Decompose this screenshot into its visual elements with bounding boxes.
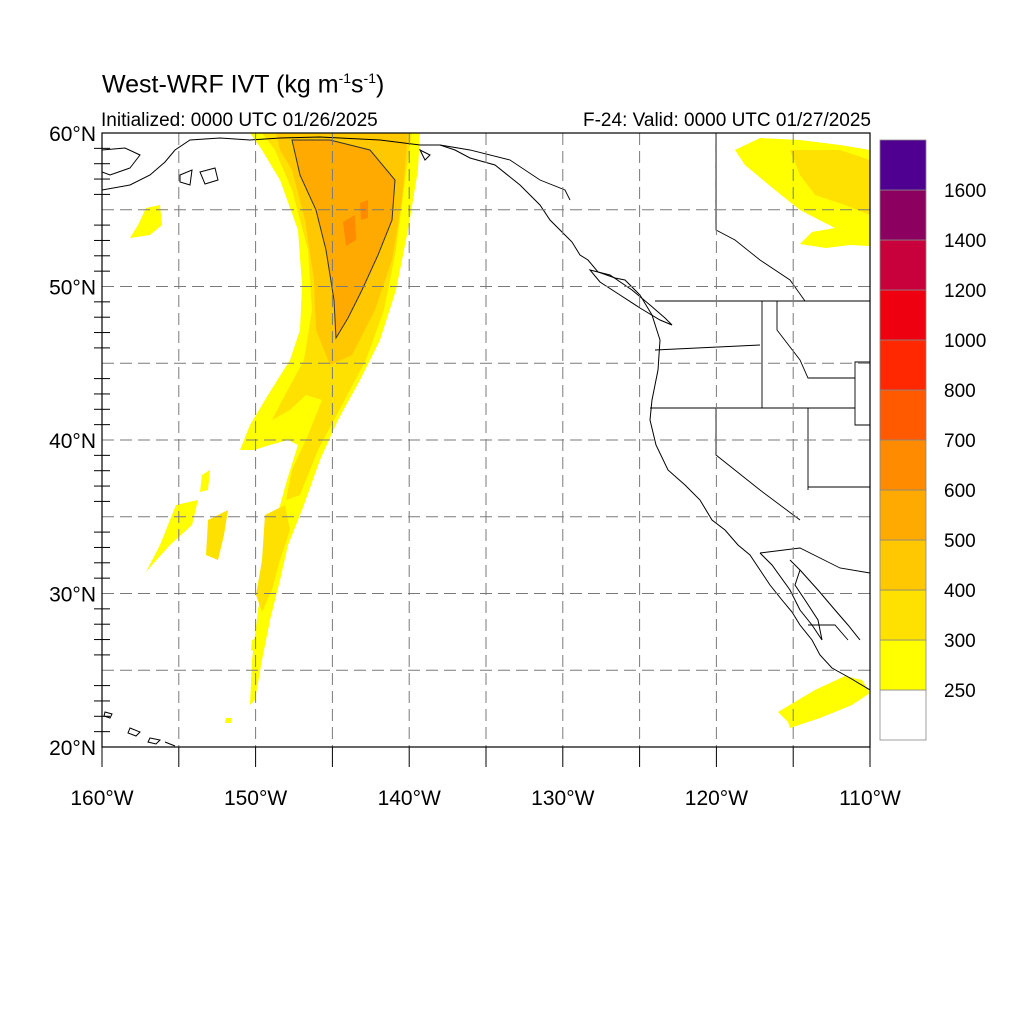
y-tick-label: 40°N	[49, 430, 96, 453]
us-mexico-border	[759, 547, 870, 574]
alaska-canada-border	[439, 144, 571, 201]
colorbar-swatch	[879, 439, 927, 491]
initialized-label: Initialized: 0000 UTC 01/26/2025	[101, 110, 378, 131]
islands-west	[103, 711, 176, 747]
colorbar-swatch	[879, 239, 927, 291]
ivt-shading	[130, 133, 870, 728]
ivt-patch-southeast	[778, 676, 870, 728]
alaska-islands	[179, 148, 431, 186]
coastlines	[102, 136, 870, 747]
ivt-filament-b	[206, 510, 228, 560]
nevada-border	[715, 408, 801, 521]
aleutian-coast	[102, 147, 141, 176]
ivt-filament-a	[256, 505, 290, 612]
colorbar-label: 1200	[944, 281, 986, 302]
map-axes: 160°W 150°W 140°W 130°W 120°W 110°W 60°N 50°N 40…	[49, 123, 901, 810]
y-tick-label: 20°N	[49, 737, 96, 760]
map-title: West-WRF IVT (kg m-1s-1)	[102, 70, 385, 99]
colorbar-label: 400	[944, 581, 976, 602]
colorbar-swatch	[879, 189, 927, 241]
colorbar-swatch	[879, 489, 927, 541]
valid-time-label: F-24: Valid: 0000 UTC 01/27/2025	[583, 110, 871, 131]
ivt-plume-500	[292, 140, 395, 338]
y-tick-label: 50°N	[49, 277, 96, 300]
colorbar-swatch	[879, 289, 927, 341]
ivt-contour	[291, 139, 396, 340]
colorbar-swatch	[879, 689, 927, 741]
x-tick-label: 150°W	[224, 787, 287, 810]
gridlines	[102, 133, 870, 747]
colorbar-label: 250	[944, 681, 976, 702]
ivt-spot-2	[225, 718, 232, 723]
x-tick-label: 120°W	[685, 787, 748, 810]
ivt-filament-c	[146, 500, 198, 572]
y-tick-label: 60°N	[49, 123, 96, 146]
colorbar-swatch	[879, 589, 927, 641]
baja-peninsula	[759, 552, 823, 641]
colorbar-swatch	[879, 639, 927, 691]
id-mt-border	[776, 301, 855, 379]
colorbar-swatch	[879, 389, 927, 441]
mexico-internal	[808, 624, 849, 641]
colorbar-label: 1000	[944, 331, 986, 352]
vancouver-island	[588, 269, 673, 326]
colorbar-swatch	[879, 139, 927, 191]
colorbar-label: 700	[944, 431, 976, 452]
x-tick-label: 110°W	[839, 787, 901, 810]
ivt-patch-northeast-300	[790, 150, 870, 215]
ivt-colorbar: 250 300 400 500 600 700 800 1000 1200 1400 1600	[879, 139, 986, 741]
y-tick-label: 30°N	[49, 584, 96, 607]
colorbar-swatch	[879, 539, 927, 591]
colorbar-label: 500	[944, 531, 976, 552]
wa-or-border	[654, 344, 761, 351]
x-tick-label: 160°W	[70, 787, 133, 810]
wy-box	[854, 361, 870, 426]
colorbar-label: 600	[944, 481, 976, 502]
colorbar-label: 800	[944, 381, 976, 402]
x-tick-label: 140°W	[378, 787, 441, 810]
colorbar-label: 1600	[944, 181, 986, 202]
gulf-of-california	[799, 569, 861, 641]
political-borders	[439, 133, 870, 641]
x-tick-label: 130°W	[531, 787, 594, 810]
ivt-patch-west	[130, 205, 162, 238]
ivt-filament-d	[200, 470, 210, 492]
ivt-core-600	[343, 200, 368, 246]
alaska-coast	[102, 136, 870, 691]
colorbar-label: 1400	[944, 231, 986, 252]
colorbar-label: 300	[944, 631, 976, 652]
colorbar-swatch	[879, 339, 927, 391]
